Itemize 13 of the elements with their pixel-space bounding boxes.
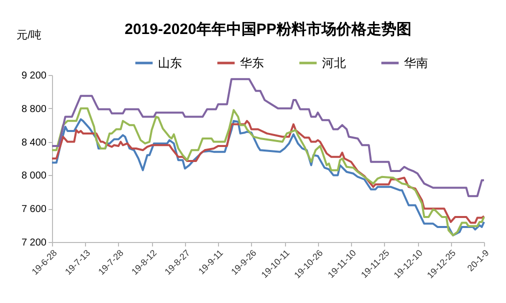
y-tick-label: 7 200 <box>21 238 47 248</box>
legend-label: 山东 <box>158 56 182 70</box>
y-axis-title: 元/吨 <box>16 28 42 42</box>
y-tick-label: 8 400 <box>21 137 47 148</box>
legend-label: 河北 <box>322 56 346 70</box>
chart-title: 2019-2020年年中国PP粉料市场价格走势图 <box>124 20 412 38</box>
y-tick-label: 8 000 <box>21 170 47 182</box>
line-series <box>51 78 485 198</box>
y-tick-label: 7 600 <box>21 204 47 216</box>
legend-label: 华南 <box>404 56 428 70</box>
y-tick-label: 8 800 <box>21 104 47 115</box>
legend-label: 华东 <box>240 56 264 70</box>
y-tick-label: 9 200 <box>21 70 47 82</box>
